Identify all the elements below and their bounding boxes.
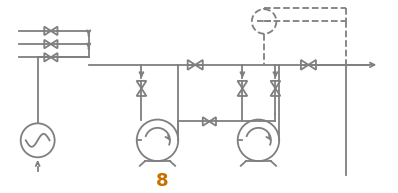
Polygon shape (44, 27, 51, 35)
Polygon shape (137, 88, 146, 96)
Circle shape (137, 120, 178, 161)
Polygon shape (238, 81, 247, 88)
Polygon shape (195, 60, 203, 70)
Polygon shape (137, 81, 146, 88)
Polygon shape (301, 60, 308, 70)
Polygon shape (271, 88, 280, 96)
Polygon shape (44, 40, 51, 48)
Circle shape (21, 123, 55, 157)
Circle shape (238, 120, 279, 161)
Polygon shape (51, 40, 57, 48)
Polygon shape (51, 53, 57, 62)
Polygon shape (308, 60, 316, 70)
Polygon shape (238, 88, 247, 96)
Polygon shape (203, 117, 209, 126)
Circle shape (252, 9, 276, 34)
Polygon shape (188, 60, 195, 70)
Polygon shape (51, 27, 57, 35)
Polygon shape (271, 81, 280, 88)
Polygon shape (209, 117, 216, 126)
Polygon shape (44, 53, 51, 62)
Text: 8: 8 (156, 172, 168, 190)
